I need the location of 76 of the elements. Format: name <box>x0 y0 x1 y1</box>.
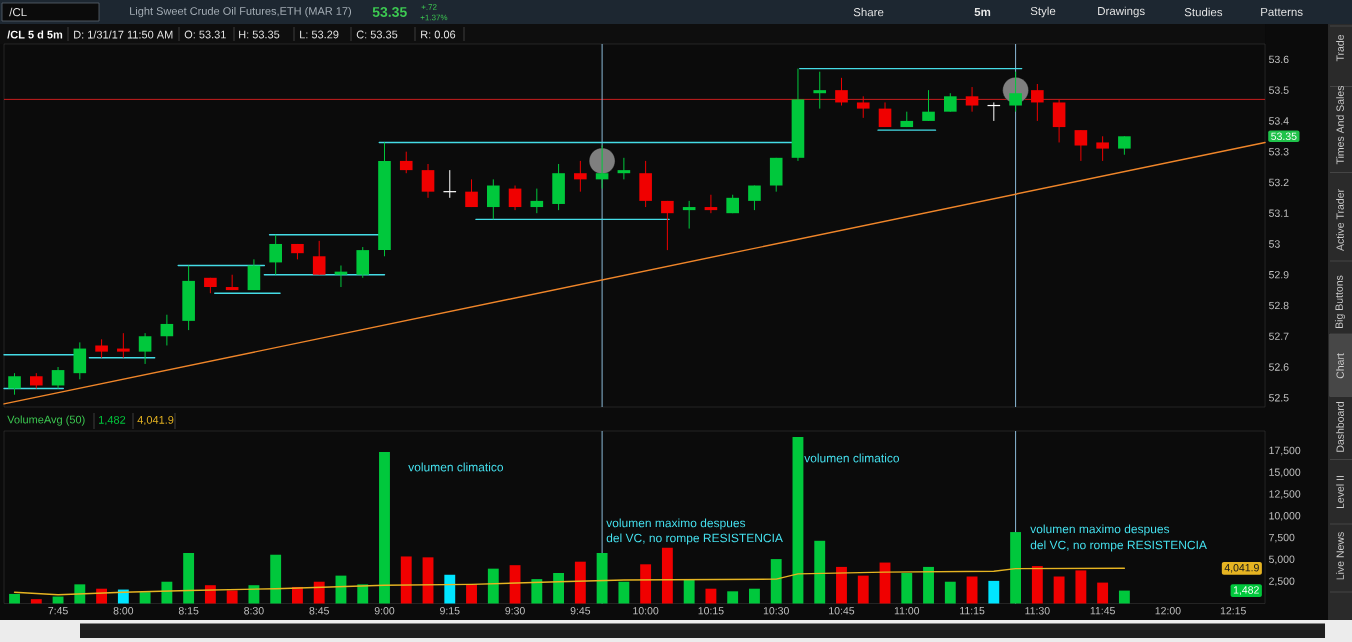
text: 4,041.9 <box>137 415 174 426</box>
y-tick-label: 2,500 <box>1269 577 1295 587</box>
x-tick-label: 10:45 <box>829 607 855 615</box>
x-tick-label: 7:45 <box>48 607 68 615</box>
text: Trade <box>1336 34 1344 62</box>
text: Level II <box>1336 476 1344 509</box>
chart-title: VolumeAvg (50) <box>7 415 85 426</box>
x-tick-label: 12:00 <box>1155 607 1181 615</box>
y-tick-label: 52.9 <box>1269 271 1289 279</box>
x-tick-label: 10:15 <box>698 607 724 615</box>
y-tick-label: 53.6 <box>1269 55 1289 64</box>
x-tick-label: 11:00 <box>894 607 920 615</box>
y-tick-label: 53.3 <box>1269 147 1289 156</box>
y-tick-label: 53 <box>1269 240 1280 248</box>
y-tick-label: 52.8 <box>1269 301 1289 310</box>
y-tick-label: 52.7 <box>1269 332 1289 340</box>
x-tick-label: 12:15 <box>1220 607 1246 615</box>
text: Patterns <box>1261 7 1303 17</box>
text: L: 53.29 <box>300 30 339 39</box>
chart-title: Light Sweet Crude Oil Futures,ETH (MAR 17) <box>130 6 352 18</box>
text: 53.35 <box>1271 132 1297 141</box>
annotation: volumen climatico <box>804 453 900 463</box>
x-tick-label: 11:45 <box>1090 607 1115 615</box>
y-tick-label: 5,000 <box>1269 555 1295 565</box>
x-tick-label: 11:30 <box>1025 607 1050 615</box>
y-tick-label: 53.2 <box>1269 178 1289 187</box>
annotation: volumen maximo despues <box>606 518 746 530</box>
text: +1.37% <box>420 14 448 21</box>
y-tick-label: 7,500 <box>1269 533 1295 543</box>
x-tick-label: 8:00 <box>113 607 134 615</box>
annotation: volumen climatico <box>408 462 504 472</box>
y-tick-label: 12,500 <box>1269 490 1301 499</box>
y-tick-label: 15,000 <box>1269 468 1301 478</box>
text: Style <box>1030 6 1056 18</box>
x-tick-label: 8:30 <box>244 607 264 615</box>
text: O: 53.31 <box>184 30 226 39</box>
text: +.72 <box>421 4 437 10</box>
text: /CL 5 d 5m <box>7 30 63 39</box>
text: Times And Sales <box>1336 85 1344 165</box>
text: H: 53.35 <box>239 30 280 39</box>
text: Dashboard <box>1336 402 1344 452</box>
text: 1,482 <box>99 415 126 426</box>
x-tick-label: 11:15 <box>960 607 985 615</box>
y-tick-label: 52.5 <box>1269 394 1289 402</box>
y-tick-label: 10,000 <box>1269 512 1301 521</box>
annotation: del VC, no rompe RESISTENCIA <box>1030 540 1207 552</box>
x-tick-label: 10:00 <box>633 607 659 615</box>
text: Studies <box>1184 7 1223 17</box>
x-tick-label: 10:30 <box>763 607 789 615</box>
text: Live News <box>1336 532 1344 580</box>
x-tick-label: 9:15 <box>440 607 460 615</box>
y-tick-label: 53.4 <box>1269 117 1289 125</box>
y-tick-label: 53.5 <box>1269 86 1289 94</box>
text: 5m <box>974 7 991 17</box>
annotation: 1,482 <box>1233 586 1259 595</box>
x-tick-label: 9:00 <box>374 607 395 615</box>
annotation: volumen maximo despues <box>1030 524 1170 536</box>
annotation: del VC, no rompe RESISTENCIA <box>606 533 783 545</box>
text: C: 53.35 <box>356 30 398 39</box>
text: Chart <box>1336 353 1344 379</box>
x-tick-label: 9:30 <box>505 607 525 615</box>
y-tick-label: 53.1 <box>1269 209 1289 217</box>
text: R: 0.06 <box>421 30 456 39</box>
text: 53.35 <box>372 7 407 17</box>
annotation: 4,041.9 <box>1224 563 1259 573</box>
x-tick-label: 8:15 <box>178 607 199 615</box>
x-tick-label: 8:45 <box>309 607 329 615</box>
x-tick-label: 9:45 <box>570 607 591 615</box>
text: /CL <box>9 7 27 17</box>
text: D: 1/31/17 11:50 AM <box>74 30 173 39</box>
y-tick-label: 52.6 <box>1269 363 1289 371</box>
text: Big Buttons <box>1335 275 1345 328</box>
text: Share <box>853 7 884 17</box>
text: Drawings <box>1098 6 1145 18</box>
text: Active Trader <box>1336 189 1344 252</box>
y-tick-label: 17,500 <box>1269 446 1301 456</box>
